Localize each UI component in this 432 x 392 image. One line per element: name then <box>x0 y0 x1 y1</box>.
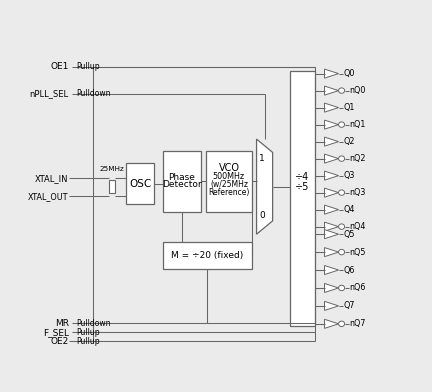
Polygon shape <box>324 171 339 180</box>
Polygon shape <box>324 319 339 328</box>
Text: Q6: Q6 <box>343 265 355 274</box>
Polygon shape <box>324 265 339 274</box>
Text: ÷4: ÷4 <box>295 172 310 182</box>
Text: Pullup: Pullup <box>76 328 99 337</box>
Circle shape <box>339 122 345 127</box>
Polygon shape <box>324 188 339 197</box>
Text: F_SEL: F_SEL <box>43 328 69 337</box>
Text: Q0: Q0 <box>343 69 355 78</box>
Polygon shape <box>324 230 339 239</box>
Polygon shape <box>324 154 339 163</box>
Text: 1: 1 <box>259 154 265 163</box>
Text: (w/25MHz: (w/25MHz <box>210 180 248 189</box>
Text: Pullup: Pullup <box>76 337 99 346</box>
Text: OSC: OSC <box>129 179 151 189</box>
Polygon shape <box>324 86 339 95</box>
Text: nQ0: nQ0 <box>349 86 366 95</box>
Polygon shape <box>257 139 273 234</box>
Text: OE2: OE2 <box>51 337 69 346</box>
Bar <box>126 163 155 204</box>
Text: 25MHz: 25MHz <box>99 166 124 172</box>
Bar <box>290 71 315 326</box>
Text: Q5: Q5 <box>343 230 355 239</box>
Text: Q3: Q3 <box>343 171 355 180</box>
Text: XTAL_IN: XTAL_IN <box>35 174 69 183</box>
Text: Q7: Q7 <box>343 301 355 310</box>
Polygon shape <box>324 120 339 129</box>
Text: nQ5: nQ5 <box>349 248 366 257</box>
Text: Detector: Detector <box>162 180 202 189</box>
Text: Q1: Q1 <box>343 103 355 112</box>
Text: MR: MR <box>55 319 69 328</box>
Text: Q4: Q4 <box>343 205 355 214</box>
Text: nQ7: nQ7 <box>349 319 366 328</box>
Text: Q2: Q2 <box>343 137 355 146</box>
Text: nQ6: nQ6 <box>349 283 366 292</box>
Text: ÷5: ÷5 <box>295 182 310 192</box>
Text: XTAL_OUT: XTAL_OUT <box>28 192 69 201</box>
Circle shape <box>339 285 345 291</box>
Circle shape <box>339 190 345 195</box>
Bar <box>163 151 201 212</box>
Polygon shape <box>324 248 339 257</box>
Text: Phase: Phase <box>168 173 196 182</box>
Bar <box>108 180 114 192</box>
Polygon shape <box>324 205 339 214</box>
Bar <box>163 242 251 269</box>
Text: OE1: OE1 <box>51 62 69 71</box>
Polygon shape <box>324 103 339 112</box>
Text: Pullup: Pullup <box>76 62 99 71</box>
Circle shape <box>339 224 345 229</box>
Polygon shape <box>324 137 339 146</box>
Text: nQ2: nQ2 <box>349 154 366 163</box>
Polygon shape <box>324 69 339 78</box>
Text: nQ1: nQ1 <box>349 120 366 129</box>
Circle shape <box>339 249 345 255</box>
Polygon shape <box>324 301 339 310</box>
Text: Reference): Reference) <box>208 188 250 197</box>
Circle shape <box>339 156 345 162</box>
Text: nPLL_SEL: nPLL_SEL <box>30 89 69 98</box>
Text: VCO: VCO <box>219 163 239 173</box>
Polygon shape <box>324 222 339 231</box>
Bar <box>206 151 251 212</box>
Circle shape <box>339 321 345 327</box>
Text: Pulldown: Pulldown <box>76 319 110 328</box>
Text: 0: 0 <box>259 211 265 220</box>
Text: nQ3: nQ3 <box>349 188 366 197</box>
Text: M = ÷20 (fixed): M = ÷20 (fixed) <box>171 251 243 260</box>
Circle shape <box>339 88 345 93</box>
Text: 500MHz: 500MHz <box>213 172 245 181</box>
Text: Pulldown: Pulldown <box>76 89 110 98</box>
Text: nQ4: nQ4 <box>349 222 366 231</box>
Polygon shape <box>324 283 339 292</box>
